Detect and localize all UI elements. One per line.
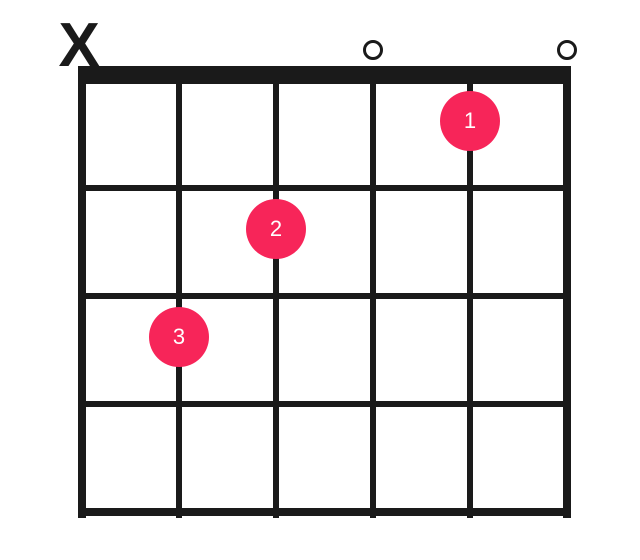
fret-line [78,508,571,516]
fret-line [78,185,571,191]
string-line [176,66,182,518]
finger-position: 3 [149,307,209,367]
mute-marker: X [58,10,99,81]
open-string-marker [363,40,383,60]
string-line [370,66,376,518]
string-line [273,66,279,518]
string-line [78,66,86,518]
fret-line [78,293,571,299]
finger-label: 2 [270,216,282,242]
finger-label: 1 [464,108,476,134]
fret-line [78,76,571,84]
finger-position: 2 [246,199,306,259]
finger-position: 1 [440,91,500,151]
finger-label: 3 [173,324,185,350]
fret-line [78,401,571,407]
string-line [563,66,571,518]
open-string-marker [557,40,577,60]
